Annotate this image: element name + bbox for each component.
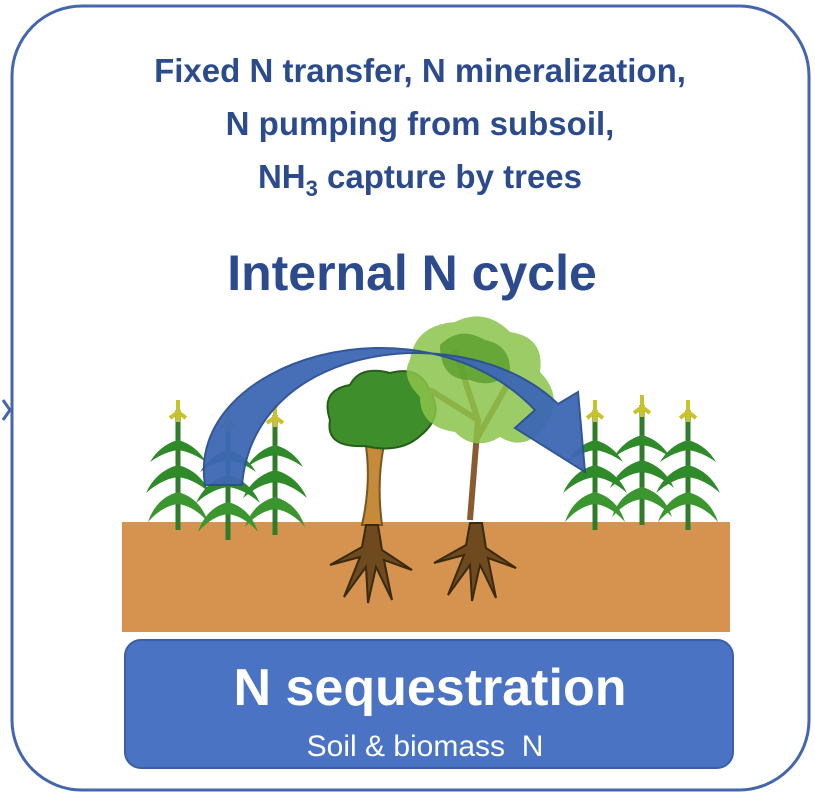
arrow-tip xyxy=(1,399,12,421)
soil xyxy=(122,522,730,632)
text-part: NH xyxy=(258,158,306,195)
sequestration-subtitle: Soil & biomass N xyxy=(307,730,544,763)
text-part: capture by trees xyxy=(318,158,582,195)
tree-right xyxy=(406,316,554,602)
header-line: NH3 capture by trees xyxy=(258,158,582,201)
sequestration-title: N sequestration xyxy=(234,659,627,717)
subscript: 3 xyxy=(306,176,318,201)
tree-left xyxy=(326,369,437,604)
title: Internal N cycle xyxy=(227,245,597,301)
cycle-arrow xyxy=(202,347,587,486)
header-line: Fixed N transfer, N mineralization, xyxy=(154,52,686,89)
header-line: N pumping from subsoil, xyxy=(226,105,615,142)
sequestration-box xyxy=(124,639,734,769)
